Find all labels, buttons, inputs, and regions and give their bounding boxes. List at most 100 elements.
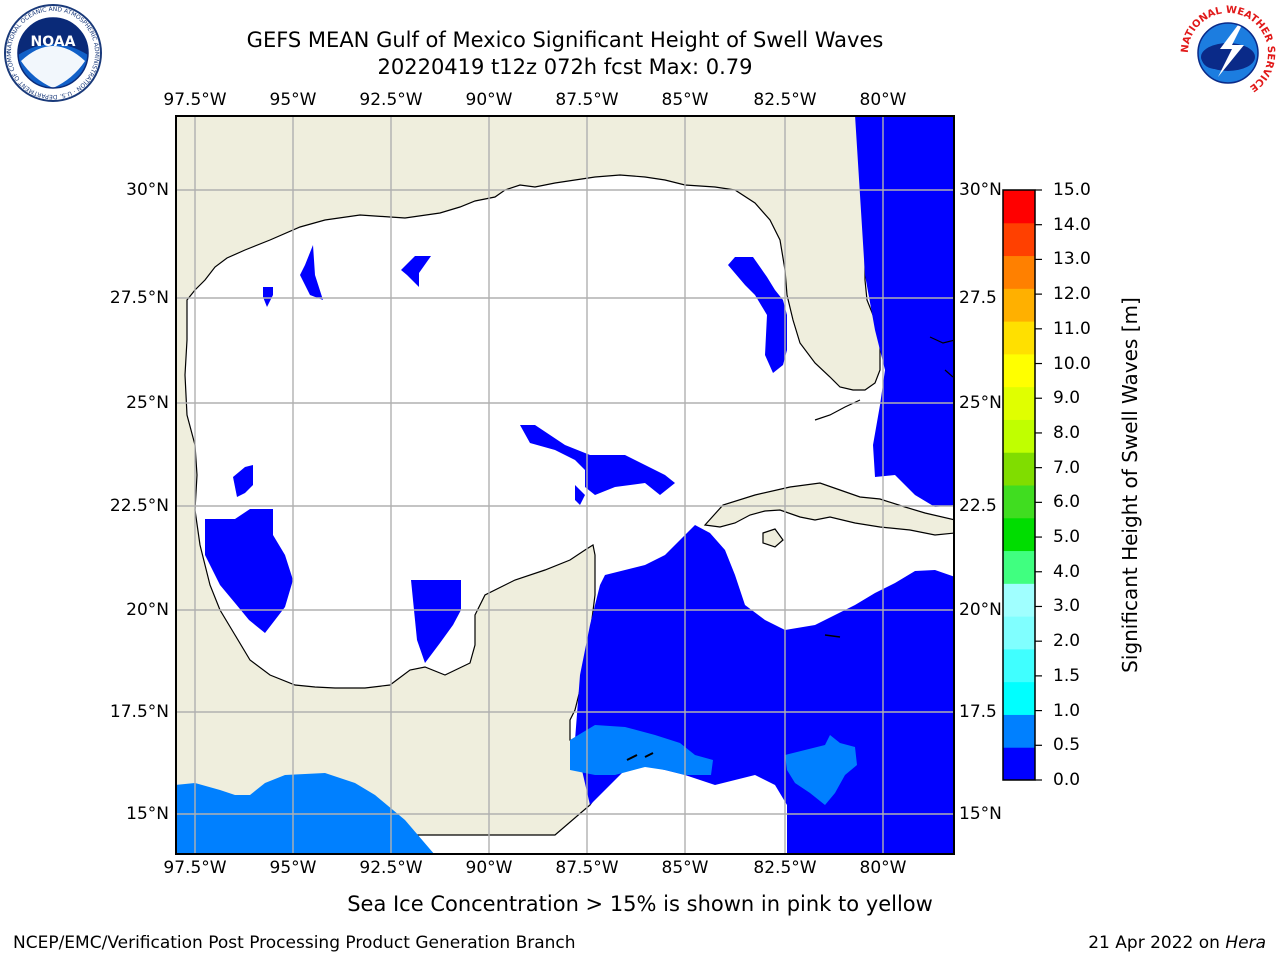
lat-label-left: 27.5°N xyxy=(109,288,169,308)
colorbar-tick-label: 12.0 xyxy=(1053,284,1091,305)
lat-label-left: 15°N xyxy=(126,804,169,824)
run-date: 21 Apr 2022 on Hera xyxy=(1088,933,1266,953)
colorbar-segment xyxy=(1003,452,1035,486)
swell-area-0.5-1.0m-honduras xyxy=(570,725,713,775)
lon-label-top: 95°W xyxy=(269,90,317,110)
nws-logo: NATIONAL WEATHER SERVICE xyxy=(1180,5,1276,100)
swell-patch-central-gulf xyxy=(520,425,675,495)
colorbar-segment xyxy=(1003,353,1035,388)
lon-label-bottom: 95°W xyxy=(269,858,317,878)
colorbar xyxy=(1002,189,1042,781)
lon-label-bottom: 87.5°W xyxy=(555,858,619,878)
colorbar-segment xyxy=(1003,255,1035,289)
colorbar-segment xyxy=(1003,485,1035,519)
swell-area-atlantic xyxy=(855,115,953,507)
colorbar-tick-label: 8.0 xyxy=(1053,422,1081,443)
lon-label-bottom: 97.5°W xyxy=(163,858,227,878)
colorbar-tick-label: 6.0 xyxy=(1053,492,1081,513)
lon-label-bottom: 90°W xyxy=(465,858,513,878)
colorbar-tick-label: 3.0 xyxy=(1053,596,1081,617)
swell-patch-bay-campeche xyxy=(411,580,461,663)
colorbar-segment xyxy=(1003,321,1035,355)
colorbar-segment xyxy=(1003,714,1035,748)
colorbar-tick-label: 15.0 xyxy=(1053,180,1091,200)
swell-patch-n-gulf xyxy=(401,256,431,287)
lat-label-right: 22.5 xyxy=(959,496,997,516)
colorbar-label: Significant Height of Swell Waves [m] xyxy=(1118,297,1142,673)
chart-subtitle: 20220419 t12z 072h fcst Max: 0.79 xyxy=(377,55,753,79)
lat-label-left: 30°N xyxy=(126,180,169,200)
cayman-island xyxy=(824,634,841,638)
lon-label-top: 87.5°W xyxy=(555,90,619,110)
lat-label-left: 17.5°N xyxy=(109,702,169,722)
colorbar-tick-label: 10.0 xyxy=(1053,353,1091,374)
cuba-island xyxy=(703,482,953,536)
colorbar-segment xyxy=(1003,517,1035,552)
lon-label-bottom: 82.5°W xyxy=(753,858,817,878)
bahamas-islands xyxy=(929,336,953,378)
swell-patch-nw-gulf-2 xyxy=(263,287,273,307)
swell-patch-sw-gulf xyxy=(205,509,293,633)
colorbar-tick-label: 2.0 xyxy=(1053,631,1081,652)
colorbar-tick-label: 9.0 xyxy=(1053,388,1081,409)
swell-patch-ne-gulf xyxy=(728,257,787,373)
swell-area-0.5-1.0m-jamaica xyxy=(785,735,857,805)
colorbar-segment xyxy=(1003,648,1035,683)
colorbar-tick-label: 1.5 xyxy=(1053,665,1081,686)
colorbar-segment xyxy=(1003,747,1035,781)
lon-label-top: 80°W xyxy=(859,90,907,110)
lat-label-left: 22.5°N xyxy=(109,496,169,516)
colorbar-tick-label: 5.0 xyxy=(1053,527,1081,548)
lat-label-right: 15°N xyxy=(959,804,1002,824)
lon-label-top: 97.5°W xyxy=(163,90,227,110)
chart-title: GEFS MEAN Gulf of Mexico Significant Hei… xyxy=(246,28,884,52)
colorbar-segment xyxy=(1003,550,1035,584)
colorbar-segment xyxy=(1003,222,1035,257)
lon-label-top: 90°W xyxy=(465,90,513,110)
colorbar-segment xyxy=(1003,288,1035,322)
colorbar-tick-label: 11.0 xyxy=(1053,318,1091,339)
bay-islands xyxy=(626,752,654,761)
sea-ice-note: Sea Ice Concentration > 15% is shown in … xyxy=(347,892,933,916)
swell-patch-yucatan xyxy=(575,485,585,505)
map-frame xyxy=(175,115,955,855)
map-graticule xyxy=(175,115,955,855)
colorbar-frame xyxy=(1002,189,1036,781)
host-name: Hera xyxy=(1225,933,1266,953)
run-date-text: 21 Apr 2022 on xyxy=(1088,933,1220,953)
noaa-logo: NATIONAL OCEANIC AND ATMOSPHERIC ADMINIS… xyxy=(3,3,102,102)
colorbar-segment xyxy=(1003,583,1035,617)
colorbar-tick-label: 0.5 xyxy=(1053,735,1081,756)
colorbar-tick-label: 7.0 xyxy=(1053,457,1081,478)
isla-de-juventud xyxy=(762,528,784,548)
lon-label-bottom: 80°W xyxy=(859,858,907,878)
branch-credit: NCEP/EMC/Verification Post Processing Pr… xyxy=(13,933,576,953)
colorbar-tick-label: 13.0 xyxy=(1053,249,1091,270)
colorbar-tick-label: 14.0 xyxy=(1053,214,1091,235)
map-panel xyxy=(175,115,955,855)
colorbar-tick-label: 1.0 xyxy=(1053,700,1081,721)
noaa-logo-text: NOAA xyxy=(31,34,76,50)
lat-label-right: 20°N xyxy=(959,600,1002,620)
lon-label-bottom: 85°W xyxy=(661,858,709,878)
swell-area-0.5-1.0m-gom-pacific xyxy=(175,773,434,853)
swell-patch-nw-gulf xyxy=(300,245,323,300)
lon-label-bottom: 92.5°W xyxy=(359,858,423,878)
colorbar-segment xyxy=(1003,190,1035,224)
lat-label-left: 20°N xyxy=(126,600,169,620)
colorbar-segment xyxy=(1003,419,1035,453)
lon-label-top: 85°W xyxy=(661,90,709,110)
swell-patch-sw-gulf-2 xyxy=(233,465,253,497)
colorbar-segment xyxy=(1003,616,1035,650)
lon-label-top: 82.5°W xyxy=(753,90,817,110)
lat-label-right: 27.5 xyxy=(959,288,997,308)
colorbar-tick-label: 4.0 xyxy=(1053,561,1081,582)
lon-label-top: 92.5°W xyxy=(359,90,423,110)
lat-label-right: 25°N xyxy=(959,393,1002,413)
lat-label-right: 17.5 xyxy=(959,702,997,722)
colorbar-tick-label: 0.0 xyxy=(1053,770,1081,790)
lat-label-left: 25°N xyxy=(126,393,169,413)
colorbar-segment xyxy=(1003,386,1035,420)
lat-label-right: 30°N xyxy=(959,180,1002,200)
colorbar-segment xyxy=(1003,681,1035,715)
